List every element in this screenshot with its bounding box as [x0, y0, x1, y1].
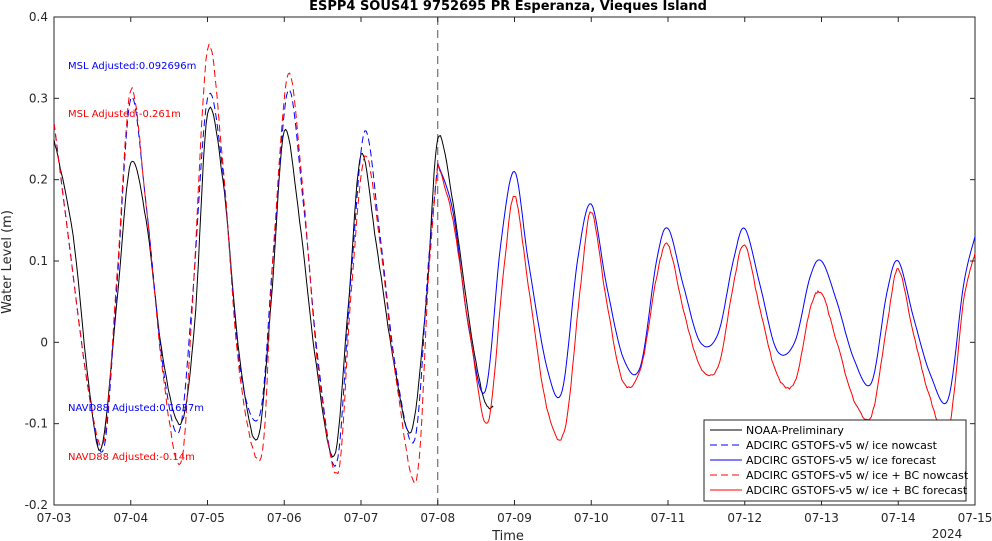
x-tick-label: 07-09: [497, 511, 532, 525]
x-tick-label: 07-13: [804, 511, 839, 525]
x-tick-label: 07-07: [344, 511, 379, 525]
legend-entry-label: ADCIRC GSTOFS-v5 w/ ice + BC nowcast: [746, 469, 969, 482]
y-axis-label: Water Level (m): [0, 210, 15, 314]
y-tick-label: -0.2: [25, 498, 48, 512]
chart-title: ESPP4 SOUS41 9752695 PR Esperanza, Viequ…: [309, 0, 707, 14]
x-tick-label: 07-15: [958, 511, 992, 525]
y-tick-label: 0.1: [29, 254, 48, 268]
annotation-label: MSL Adjusted:-0.261m: [68, 109, 181, 120]
y-tick-label: 0.4: [29, 10, 48, 24]
y-axis: -0.2 -0.1 0 0.1 0.2 0.3 0.4: [25, 10, 975, 512]
y-tick-label: 0: [40, 335, 48, 349]
legend-entry-label: ADCIRC GSTOFS-v5 w/ ice + BC forecast: [746, 484, 968, 497]
x-tick-label: 07-10: [574, 511, 609, 525]
x-axis-label: Time: [491, 529, 524, 541]
annotation-label: NAVD88 Adjusted:-0.14m: [68, 452, 195, 463]
x-tick-label: 07-08: [420, 511, 455, 525]
annotation-layer: MSL Adjusted:0.092696m MSL Adjusted:-0.26…: [68, 61, 204, 463]
series-line-4: [437, 164, 976, 441]
x-axis: 07-03 07-04 07-05 07-06 07-07 07-08 07-09 07-10…: [37, 17, 992, 525]
x-tick-label: 07-05: [190, 511, 225, 525]
x-tick-label: 07-06: [267, 511, 302, 525]
series-line-1: [53, 89, 439, 467]
series-layer: [53, 43, 976, 484]
x-tick-label: 07-12: [727, 511, 762, 525]
x-axis-year-label: 2024: [932, 527, 963, 541]
annotation-label: MSL Adjusted:0.092696m: [68, 61, 196, 72]
legend: NOAA-Preliminary ADCIRC GSTOFS-v5 w/ ice …: [703, 419, 969, 502]
legend-frame: [703, 419, 967, 502]
x-tick-label: 07-11: [651, 511, 686, 525]
y-tick-label: 0.2: [29, 173, 48, 187]
x-tick-label: 07-14: [881, 511, 916, 525]
x-tick-label: 07-03: [37, 511, 72, 525]
x-tick-label: 07-04: [113, 511, 148, 525]
annotation-label: NAVD88 Adjusted:0.1637m: [68, 403, 204, 414]
legend-entry-label: ADCIRC GSTOFS-v5 w/ ice nowcast: [746, 439, 938, 452]
legend-entry-label: NOAA-Preliminary: [746, 424, 844, 437]
legend-entry-label: ADCIRC GSTOFS-v5 w/ ice forecast: [746, 454, 937, 467]
series-line-3: [53, 43, 439, 484]
y-tick-label: -0.1: [25, 417, 48, 431]
y-tick-label: 0.3: [29, 91, 48, 105]
series-line-2: [437, 163, 976, 405]
